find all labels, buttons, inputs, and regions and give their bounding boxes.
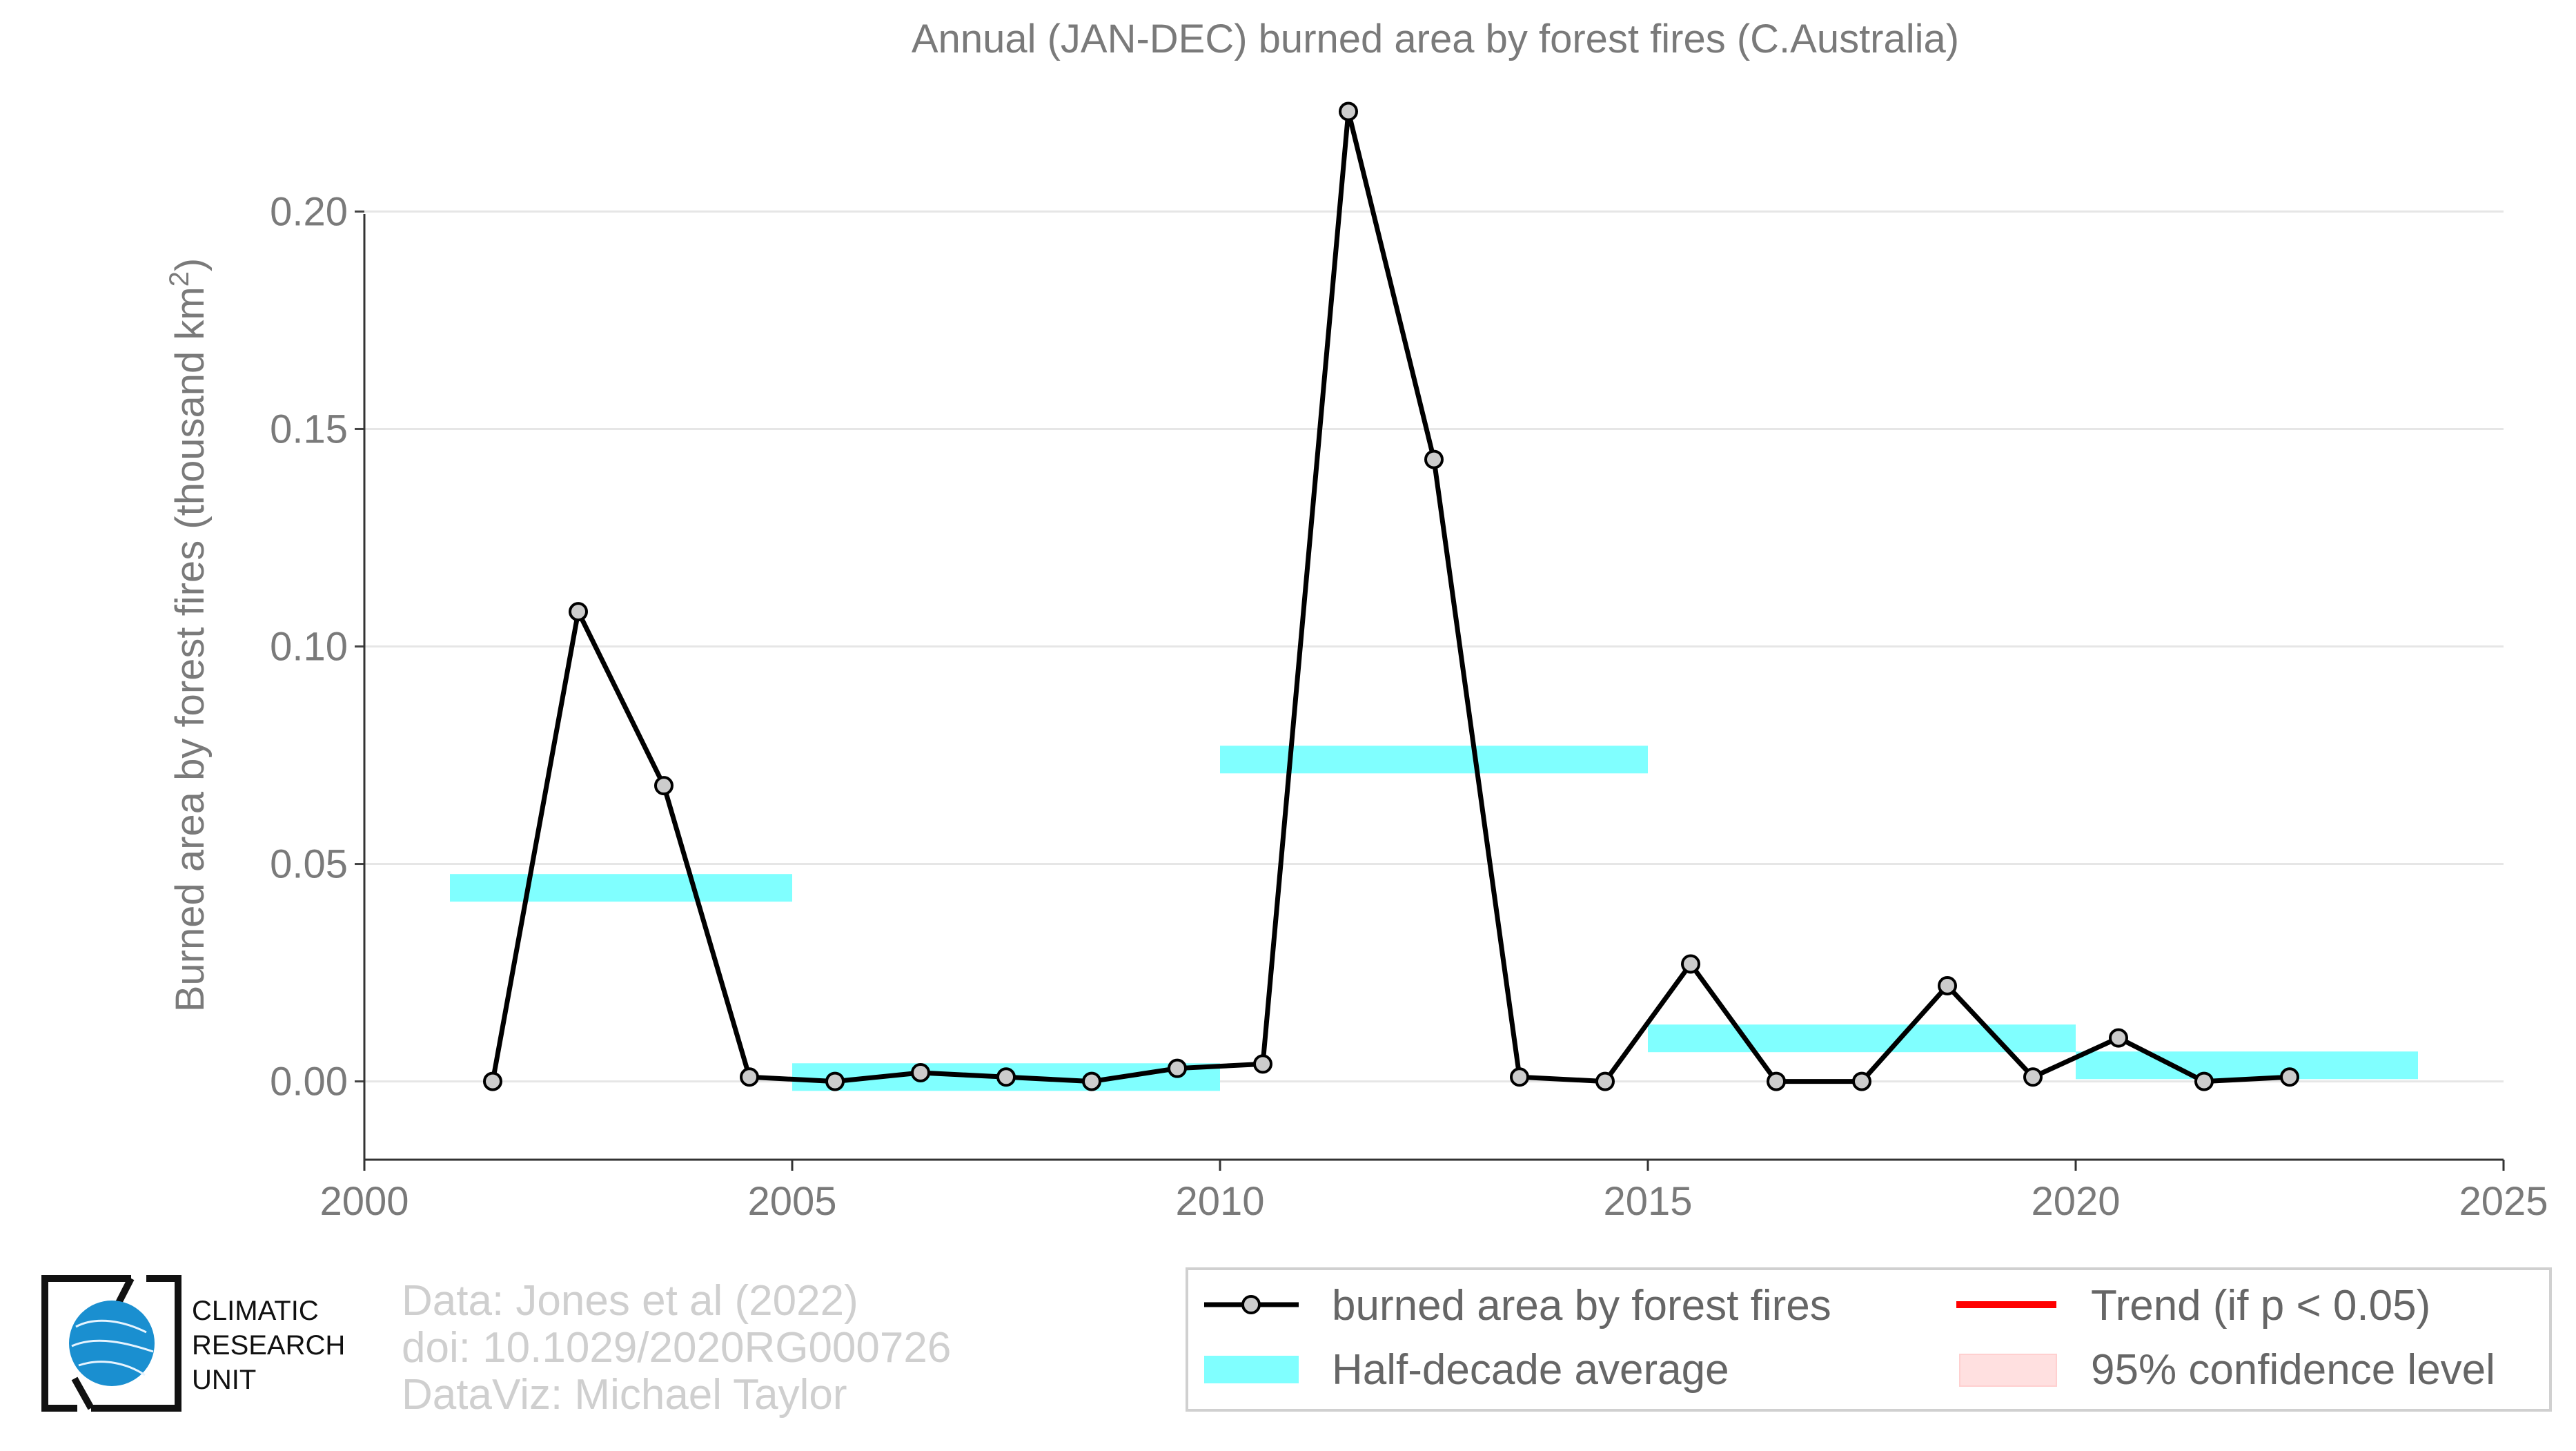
- x-tick-label: 2025: [2459, 1179, 2548, 1224]
- y-tick-label: 0.00: [270, 1060, 348, 1104]
- half-decade-band: [1648, 1024, 2076, 1053]
- legend: burned area by forest fires Half-decade …: [1186, 1267, 2552, 1412]
- logo-bracket-left: [41, 1275, 131, 1412]
- half-decade-band: [2076, 1051, 2418, 1080]
- legend-trend-label: Trend (if p < 0.05): [2091, 1282, 2430, 1330]
- data-point: [1253, 1054, 1272, 1074]
- x-tick-label: 2005: [747, 1179, 836, 1224]
- half-decade-band: [1220, 746, 1648, 774]
- data-point: [1424, 449, 1444, 469]
- data-point: [569, 602, 588, 622]
- logo-line-1: CLIMATIC: [192, 1296, 319, 1326]
- y-axis-label-close: ): [168, 258, 213, 271]
- y-tick-label: 0.15: [270, 407, 348, 451]
- y-axis-label-superscript: 2: [164, 271, 195, 286]
- credit-doi: doi: 10.1029/2020RG000726: [402, 1324, 951, 1372]
- data-point: [1852, 1071, 1871, 1091]
- legend-band-label: Half-decade average: [1332, 1346, 1729, 1394]
- legend-confidence-swatch: [1959, 1354, 2057, 1387]
- data-point: [1168, 1058, 1187, 1078]
- x-tick-label: 2000: [319, 1179, 409, 1224]
- data-point: [996, 1067, 1016, 1087]
- x-tick-label: 2015: [1603, 1179, 1692, 1224]
- data-point: [911, 1062, 930, 1082]
- data-point: [2023, 1067, 2043, 1087]
- legend-band-swatch: [1204, 1356, 1299, 1383]
- cru-logo: CLIMATIC RESEARCH UNIT: [41, 1275, 345, 1412]
- data-point: [2280, 1067, 2299, 1087]
- y-tick-label: 0.10: [270, 625, 348, 670]
- x-tick-label: 2020: [2031, 1179, 2120, 1224]
- logo-bracket-right: [91, 1275, 181, 1412]
- data-point: [2109, 1028, 2128, 1048]
- data-point: [483, 1071, 502, 1091]
- data-point: [1938, 975, 1957, 995]
- data-point: [1767, 1071, 1786, 1091]
- chart-title: Annual (JAN-DEC) burned area by forest f…: [912, 17, 1959, 61]
- data-point: [825, 1071, 845, 1091]
- credit-dataviz: DataViz: Michael Taylor: [402, 1371, 847, 1419]
- legend-confidence-label: 95% confidence level: [2091, 1346, 2495, 1394]
- data-point: [1681, 954, 1700, 974]
- logo-line-2: RESEARCH: [192, 1330, 345, 1361]
- data-point: [1510, 1067, 1529, 1087]
- data-point: [1082, 1071, 1101, 1091]
- data-point: [1595, 1071, 1615, 1091]
- credit-data-source: Data: Jones et al (2022): [402, 1277, 858, 1325]
- data-point: [654, 776, 674, 796]
- axes: 0.00 0.05 0.10 0.15 0.20 2000 2005 2010 2015 2020…: [270, 189, 2548, 1224]
- legend-series-label: burned area by forest fires: [1332, 1282, 1831, 1330]
- legend-box: [1186, 1267, 2552, 1412]
- burned-area-series: [483, 101, 2299, 1091]
- legend-series-marker-swatch: [1241, 1295, 1261, 1314]
- data-point: [2194, 1071, 2214, 1091]
- gridlines: [364, 210, 2504, 1083]
- half-decade-band: [450, 874, 792, 902]
- data-point: [1339, 101, 1358, 121]
- y-axis-label: Burned area by forest fires (thousand km…: [164, 258, 213, 1013]
- series-line: [490, 109, 2290, 1084]
- logo-slash-bottom: [71, 1376, 95, 1410]
- logo-line-3: UNIT: [192, 1365, 256, 1395]
- data-point: [740, 1067, 759, 1087]
- y-tick-label: 0.20: [270, 189, 348, 234]
- y-tick-label: 0.05: [270, 842, 348, 887]
- x-tick-label: 2010: [1175, 1179, 1264, 1224]
- logo-globe-swirl: [71, 1319, 154, 1376]
- y-axis-label-main: Burned area by forest fires (thousand km: [168, 286, 213, 1012]
